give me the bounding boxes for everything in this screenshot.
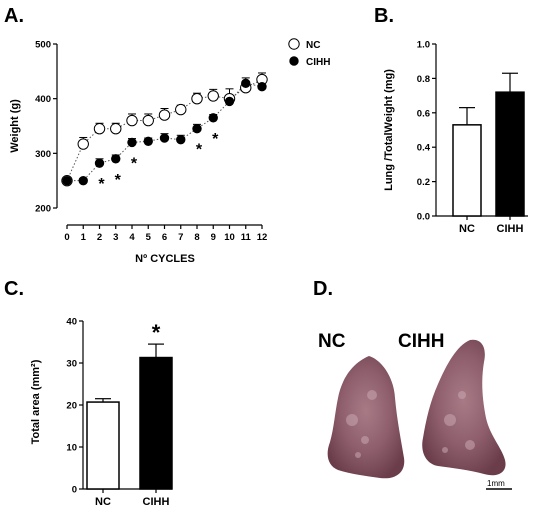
chart-a-legend-label-1: CIHH <box>306 57 330 68</box>
chart-a-ytick-label: 200 <box>35 204 51 215</box>
chart-c-ylabel: Total area (mm²) <box>30 359 42 444</box>
scale-bar-label: 1mm <box>487 479 505 488</box>
chart-a-point-nc <box>126 114 138 127</box>
chart-a-legend-label-0: NC <box>306 40 320 51</box>
chart-a-xtick-label: 11 <box>241 232 252 243</box>
chart-a-xtick-label: 8 <box>194 232 199 243</box>
chart-a-point-cihh <box>127 137 137 148</box>
chart-b-axes: 0.0 0.2 0.4 0.6 0.8 1.0 NC CIHH <box>417 40 528 235</box>
chart-a-xtick-label: 12 <box>257 232 268 243</box>
chart-a-significance: * * * * * <box>98 131 219 193</box>
chart-a-error-bars <box>79 72 266 181</box>
chart-b-ytick-label: 0.4 <box>417 143 431 154</box>
chart-a-point-cihh <box>111 154 121 164</box>
chart-c-bars: * <box>86 320 173 490</box>
chart-a-ytick-label: 500 <box>35 40 51 51</box>
chart-b-ytick-label: 0.8 <box>417 74 430 85</box>
chart-a-xtick-label: 9 <box>211 232 216 243</box>
chart-a-point-nc <box>207 90 219 102</box>
chart-a-points <box>61 73 268 187</box>
chart-a-significance-star: * <box>131 155 138 172</box>
chart-c-bar-cihh <box>139 356 173 490</box>
lung-tissue-cihh <box>422 339 506 476</box>
chart-a-point-cihh <box>159 133 170 143</box>
chart-a-point-nc <box>175 103 187 116</box>
chart-b: Lung /TotalWeight (mg) 0.0 0.2 0.4 0.6 0.8 1.… <box>383 40 528 235</box>
photo-label-nc: NC <box>318 331 346 352</box>
chart-a-xtick-label: 4 <box>129 232 135 243</box>
chart-a-point-cihh <box>176 134 186 145</box>
chart-b-ytick-label: 1.0 <box>417 40 430 51</box>
chart-b-bar-nc <box>452 124 482 217</box>
chart-a-point-nc <box>191 92 203 105</box>
panel-label-c: C. <box>4 278 24 300</box>
chart-a-legend: NC CIHH <box>288 38 330 68</box>
chart-a-ytick-label: 300 <box>35 149 51 160</box>
chart-a-point-nc <box>93 123 106 135</box>
chart-a-point-nc <box>142 114 154 127</box>
chart-b-xtick-label: NC <box>459 223 475 235</box>
chart-c-bar-nc <box>86 401 120 490</box>
tissue-texture <box>346 390 475 458</box>
chart-a-point-cihh <box>208 113 218 123</box>
chart-b-bar-cihh <box>495 91 525 217</box>
chart-a-xtick-label: 10 <box>224 232 235 243</box>
chart-a-point-cihh <box>241 78 251 89</box>
chart-a-ylabel: Weight (g) <box>9 99 21 153</box>
panel-label-b: B. <box>374 5 394 27</box>
chart-c-ytick-label: 20 <box>66 401 77 412</box>
chart-a-point-cihh <box>94 158 105 168</box>
chart-a-point-nc <box>77 138 89 150</box>
chart-a-legend-marker-0 <box>288 38 300 50</box>
chart-a-point-cihh <box>192 124 202 134</box>
chart-b-ytick-label: 0.0 <box>417 212 430 223</box>
panel-label-a: A. <box>4 5 24 27</box>
panel-label-d: D. <box>313 278 333 300</box>
chart-b-ytick-label: 0.6 <box>417 108 430 119</box>
chart-c-ytick-label: 10 <box>66 443 77 454</box>
chart-c-ytick-label: 0 <box>72 485 77 496</box>
photo-label-cihh: CIHH <box>398 331 444 352</box>
lung-photo-panel: NC CIHH 1mm <box>318 331 512 490</box>
chart-c-ytick-label: 40 <box>66 317 77 328</box>
chart-a-point-cihh <box>224 96 235 107</box>
chart-c-xtick-label: NC <box>95 496 111 508</box>
lung-tissue-nc <box>327 356 405 479</box>
chart-b-xtick-label: CIHH <box>497 223 524 235</box>
chart-a-point-cihh <box>257 81 267 92</box>
chart-c: Total area (mm²) 0 10 20 30 40 NC CIHH * <box>30 317 173 508</box>
chart-a-xtick-label: 3 <box>113 232 118 243</box>
chart-c-significance-star: * <box>152 320 161 345</box>
chart-b-ylabel: Lung /TotalWeight (mg) <box>383 69 395 191</box>
chart-a-point-cihh <box>78 175 88 186</box>
chart-a-significance-star: * <box>98 176 105 193</box>
chart-a-xtick-label: 1 <box>81 232 87 243</box>
chart-c-ytick-label: 30 <box>66 359 77 370</box>
chart-a-point-cihh <box>143 136 153 147</box>
chart-a-point-nc <box>158 109 171 121</box>
chart-a-xtick-label: 6 <box>162 232 167 243</box>
chart-b-ytick-label: 0.2 <box>417 177 430 188</box>
chart-a-xlabel: Nº CYCLES <box>135 253 195 265</box>
chart-a-xtick-label: 5 <box>146 232 152 243</box>
chart-a-ytick-label: 400 <box>35 94 51 105</box>
chart-a-significance-star: * <box>115 172 122 189</box>
chart-c-xtick-label: CIHH <box>143 496 170 508</box>
chart-a-point-nc <box>110 123 122 135</box>
chart-a-significance-star: * <box>212 131 219 148</box>
chart-a-legend-marker-1 <box>289 56 299 66</box>
chart-a-significance-star: * <box>196 142 203 159</box>
chart-a-xtick-label: 7 <box>178 232 183 243</box>
chart-a-point-cihh <box>62 175 72 186</box>
chart-b-bars <box>452 72 525 217</box>
chart-a-xtick-label: 0 <box>64 232 69 243</box>
chart-a-xtick-label: 2 <box>97 232 102 243</box>
